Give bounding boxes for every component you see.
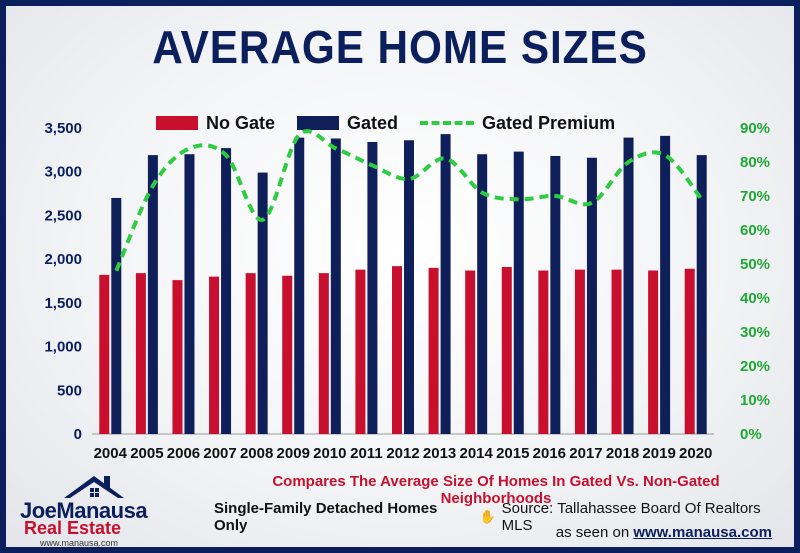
bar-no-gate	[245, 273, 256, 434]
y-right-tick-label: 70%	[740, 188, 770, 205]
bar-no-gate	[135, 273, 146, 434]
logo-name: JoeManausa	[20, 498, 148, 524]
y-left-tick-label: 2,500	[44, 207, 82, 224]
house-icon	[64, 476, 124, 498]
caption-seen-on: as seen on	[555, 524, 630, 541]
logo-first-name: Joe	[20, 498, 57, 523]
y-left-tick-label: 500	[57, 382, 82, 399]
bar-no-gate	[611, 269, 622, 434]
bar-gated	[367, 141, 378, 434]
y-right-tick-label: 40%	[740, 290, 770, 307]
logo-web: www.manausa.com	[40, 538, 119, 548]
caption-source: Source: Tallahassee Board Of Realtors ML…	[501, 500, 761, 534]
bar-gated	[184, 154, 195, 434]
bar-no-gate	[465, 270, 476, 434]
y-left-tick-label: 1,000	[44, 339, 82, 356]
logo-brand: Real Estate	[24, 518, 122, 538]
y-right-tick-label: 10%	[740, 392, 770, 409]
caption-seen-on-row: as seen on www.manausa.com	[556, 524, 772, 541]
legend: No Gate Gated Gated Premium	[156, 110, 627, 136]
bar-gated	[623, 137, 634, 435]
bar-no-gate	[428, 267, 439, 434]
x-tick-label: 2017	[569, 445, 602, 462]
y-left-tick-label: 0	[74, 426, 82, 443]
bar-no-gate	[684, 268, 695, 434]
bar-no-gate	[648, 270, 659, 434]
bar-gated	[477, 154, 488, 434]
caption-homes-only: Single-Family Detached Homes Only	[214, 500, 438, 534]
chart-plot: 0 500 1,000 1,500 2,000 2,500 3,000 3,500 0% 10% 2…	[44, 120, 770, 462]
bar-gated	[147, 155, 158, 435]
logo-last-name: Manausa	[56, 498, 148, 523]
bar-gated	[294, 137, 305, 435]
y-right-tick-label: 0%	[740, 426, 762, 443]
x-tick-label: 2009	[277, 445, 310, 462]
y-right-tick-label: 50%	[740, 256, 770, 273]
y-left-tick-label: 3,000	[44, 164, 82, 181]
bar-no-gate	[538, 270, 549, 434]
legend-item-no-gate: No Gate	[156, 113, 275, 134]
legend-swatch-premium	[420, 121, 475, 125]
logo: JoeManausa Real Estate www.manausa.com	[20, 472, 170, 547]
x-tick-label: 2015	[496, 445, 529, 462]
bar-no-gate	[209, 276, 220, 434]
legend-swatch-gated	[297, 116, 340, 130]
y-right-tick-label: 90%	[740, 120, 770, 137]
y-right-tick-label: 30%	[740, 324, 770, 341]
x-tick-label: 2004	[94, 445, 128, 462]
bar-gated	[586, 157, 597, 434]
hand-icon: ✋	[479, 509, 496, 524]
bar-gated	[330, 138, 341, 434]
bar-gated	[513, 151, 524, 434]
x-tick-label: 2008	[240, 445, 273, 462]
caption-compare: Compares The Average Size Of Homes In Ga…	[272, 473, 720, 507]
bar-gated	[221, 148, 232, 434]
caption-row-source: Single-Family Detached Homes Only ✋ Sour…	[214, 500, 794, 534]
bar-gated	[696, 155, 707, 435]
bar-no-gate	[501, 267, 512, 434]
y-left-tick-label: 2,000	[44, 251, 82, 268]
bar-gated	[440, 134, 451, 434]
legend-item-gated: Gated	[297, 113, 398, 134]
x-tick-label: 2013	[423, 445, 456, 462]
x-tick-label: 2005	[130, 445, 163, 462]
x-tick-label: 2007	[203, 445, 236, 462]
bar-gated	[660, 135, 671, 434]
x-tick-label: 2016	[533, 445, 566, 462]
bar-no-gate	[355, 269, 366, 434]
premium-line	[114, 129, 704, 272]
site-link[interactable]: www.manausa.com	[633, 524, 772, 541]
bar-no-gate	[282, 275, 293, 434]
bar-gated	[111, 197, 122, 434]
bar-gated	[257, 172, 268, 435]
x-tick-label: 2010	[313, 445, 346, 462]
bar-gated	[404, 140, 414, 435]
bar-no-gate	[392, 266, 402, 434]
x-tick-label: 2014	[459, 445, 493, 462]
legend-label-premium: Gated Premium	[482, 112, 616, 133]
bar-no-gate	[318, 273, 329, 434]
legend-label-gated: Gated	[347, 112, 399, 133]
y-right-tick-label: 20%	[740, 358, 770, 375]
bar-no-gate	[172, 280, 183, 434]
x-tick-label: 2006	[167, 445, 200, 462]
legend-label-no-gate: No Gate	[206, 112, 276, 133]
x-tick-label: 2019	[642, 445, 675, 462]
bar-no-gate	[99, 274, 110, 434]
bar-gated	[550, 155, 561, 434]
x-tick-label: 2012	[386, 445, 419, 462]
legend-item-premium: Gated Premium	[420, 113, 615, 134]
y-left-tick-label: 3,500	[44, 120, 82, 137]
chart-title: AVERAGE HOME SIZES	[152, 21, 648, 73]
x-tick-label: 2018	[606, 445, 639, 462]
y-right-tick-label: 80%	[740, 154, 770, 171]
y-right-tick-label: 60%	[740, 222, 770, 239]
x-tick-label: 2011	[350, 445, 383, 462]
x-tick-label: 2020	[679, 445, 712, 462]
legend-swatch-no-gate	[156, 116, 198, 130]
bar-no-gate	[574, 269, 585, 434]
y-left-tick-label: 1,500	[44, 295, 82, 312]
